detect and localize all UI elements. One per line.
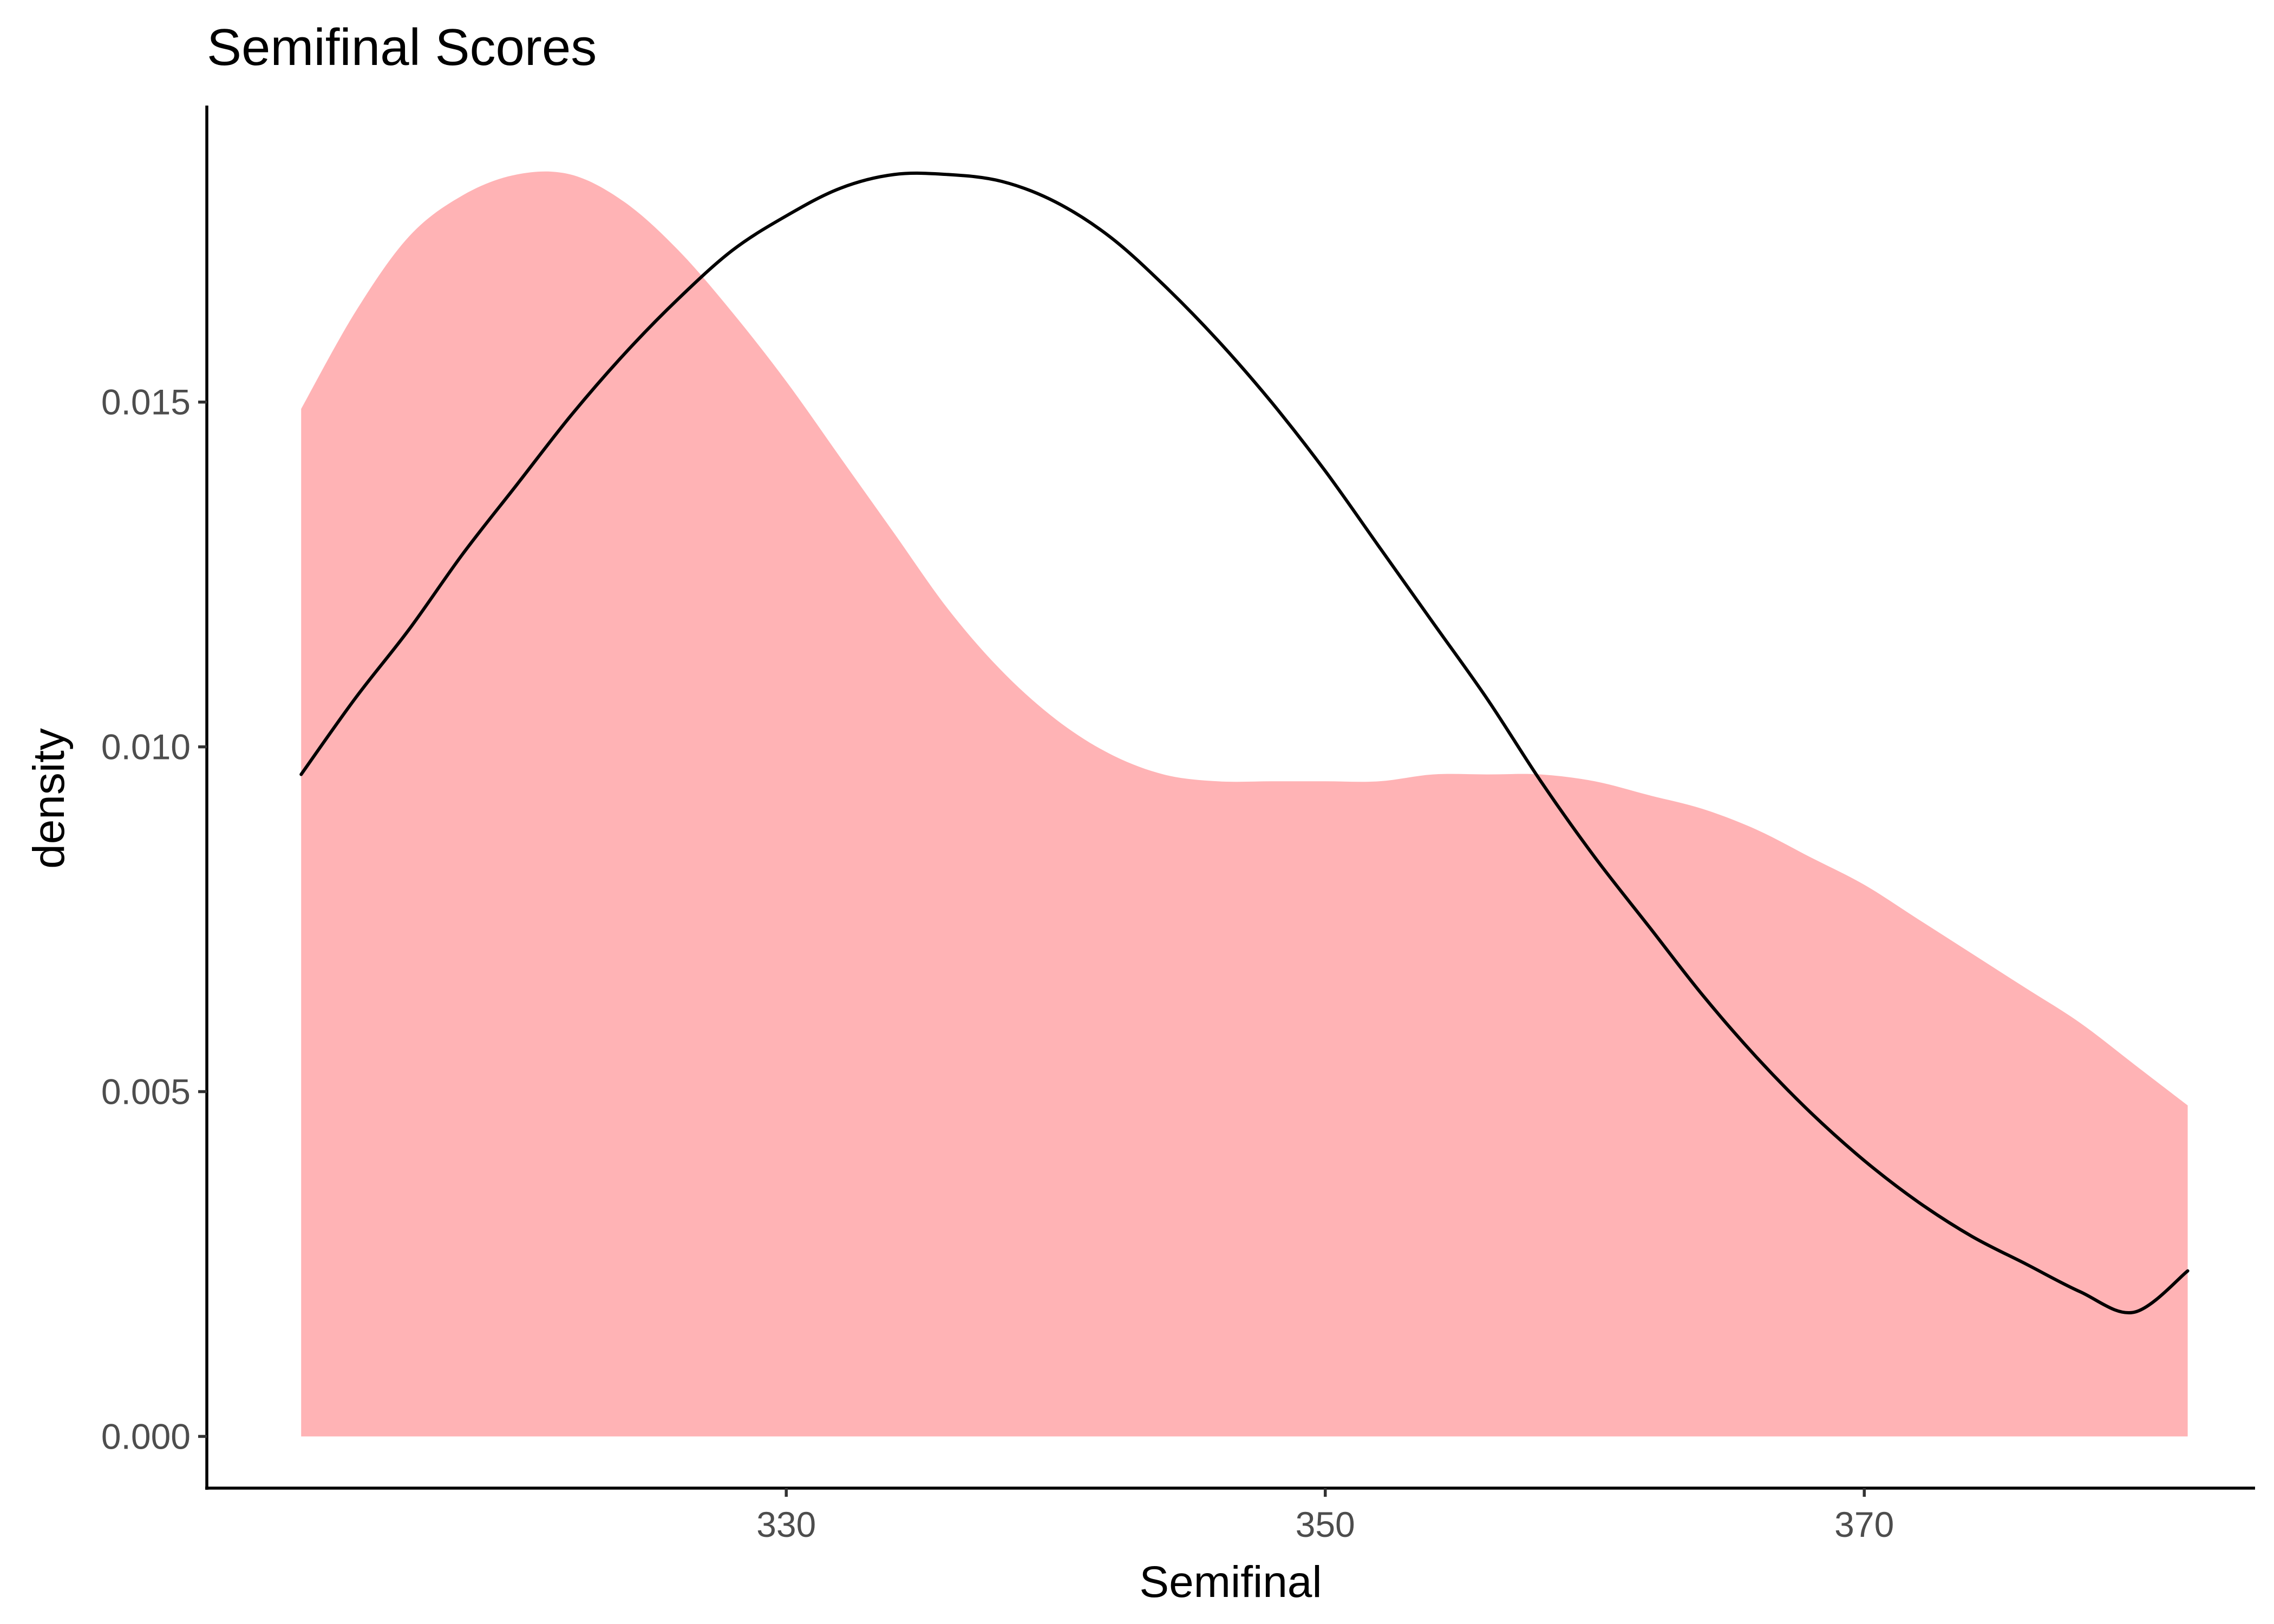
y-axis-ticks: 0.000 0.005 0.010 0.015 [101, 382, 207, 1456]
x-tick-label: 350 [1296, 1504, 1355, 1544]
y-tick-label: 0.010 [101, 727, 191, 767]
chart-title: Semifinal Scores [207, 18, 597, 76]
plot-area [299, 171, 2190, 1437]
x-tick-label: 370 [1834, 1504, 1894, 1544]
y-tick-label: 0.000 [101, 1416, 191, 1456]
x-axis-title: Semifinal [1139, 1557, 1322, 1607]
y-tick-label: 0.015 [101, 382, 191, 422]
normal-curve [299, 171, 2190, 1315]
x-axis-ticks: 330 350 370 [756, 1488, 1894, 1544]
x-tick-label: 330 [756, 1504, 816, 1544]
y-axis-title: density [24, 728, 74, 869]
y-tick-label: 0.005 [101, 1072, 191, 1112]
density-area [301, 171, 2188, 1437]
